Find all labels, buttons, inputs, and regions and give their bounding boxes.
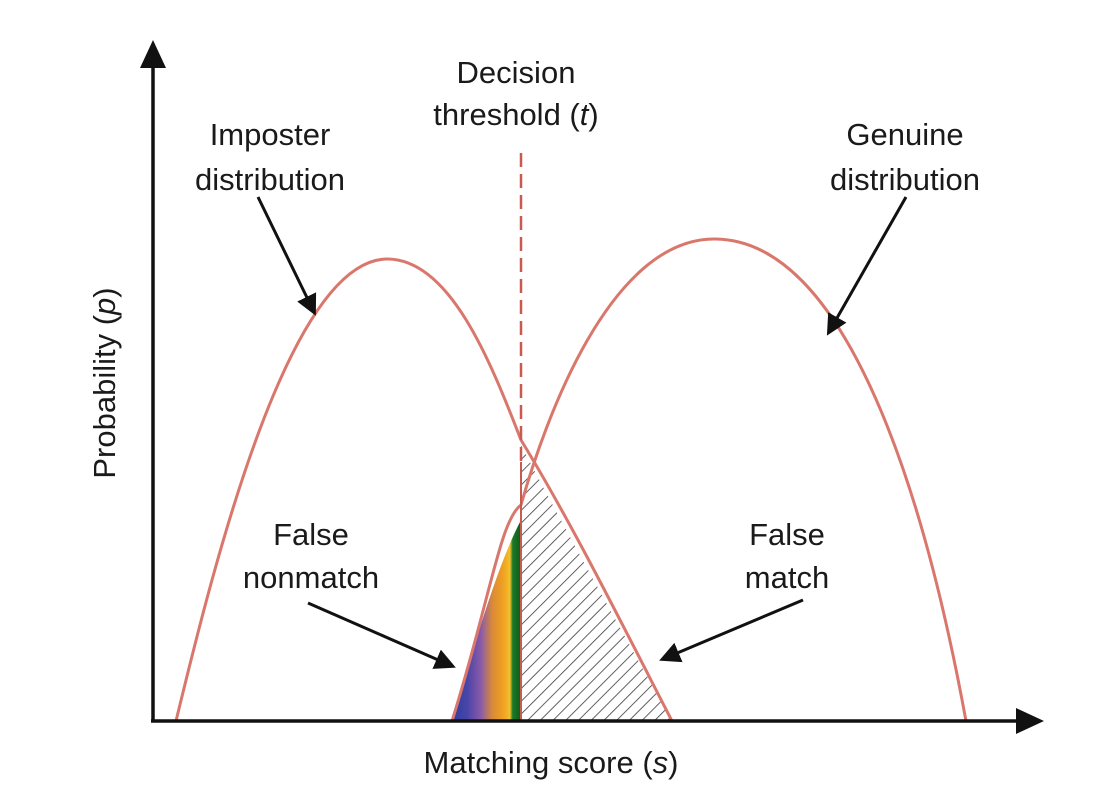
y-axis-arrow-icon: [140, 40, 166, 68]
threshold-label-line1: Decision: [457, 55, 576, 90]
false-match-label-line2: match: [745, 560, 829, 595]
y-axis-label: Probability (p): [87, 287, 122, 478]
false-nonmatch-arrow-icon: [307, 601, 456, 669]
false-match-arrow-icon: [659, 598, 804, 663]
imposter-label-line1: Imposter: [210, 117, 331, 152]
imposter-curve: [174, 257, 674, 722]
imposter-label-line2: distribution: [195, 162, 345, 197]
false-nonmatch-label-line2: nonmatch: [243, 560, 379, 595]
false-nonmatch-label-line1: False: [273, 517, 349, 552]
false-match-region: [521, 445, 672, 721]
false-nonmatch-region: [452, 520, 521, 721]
x-axis-arrow-icon: [1016, 708, 1044, 734]
genuine-arrow-icon: [826, 196, 908, 336]
false-match-label-line1: False: [749, 517, 825, 552]
imposter-arrow-icon: [256, 196, 317, 316]
genuine-curve: [450, 237, 968, 722]
threshold-label-line2: threshold (t): [433, 97, 598, 132]
genuine-label-line2: distribution: [830, 162, 980, 197]
x-axis-label: Matching score (s): [424, 745, 679, 780]
genuine-label-line1: Genuine: [846, 117, 963, 152]
